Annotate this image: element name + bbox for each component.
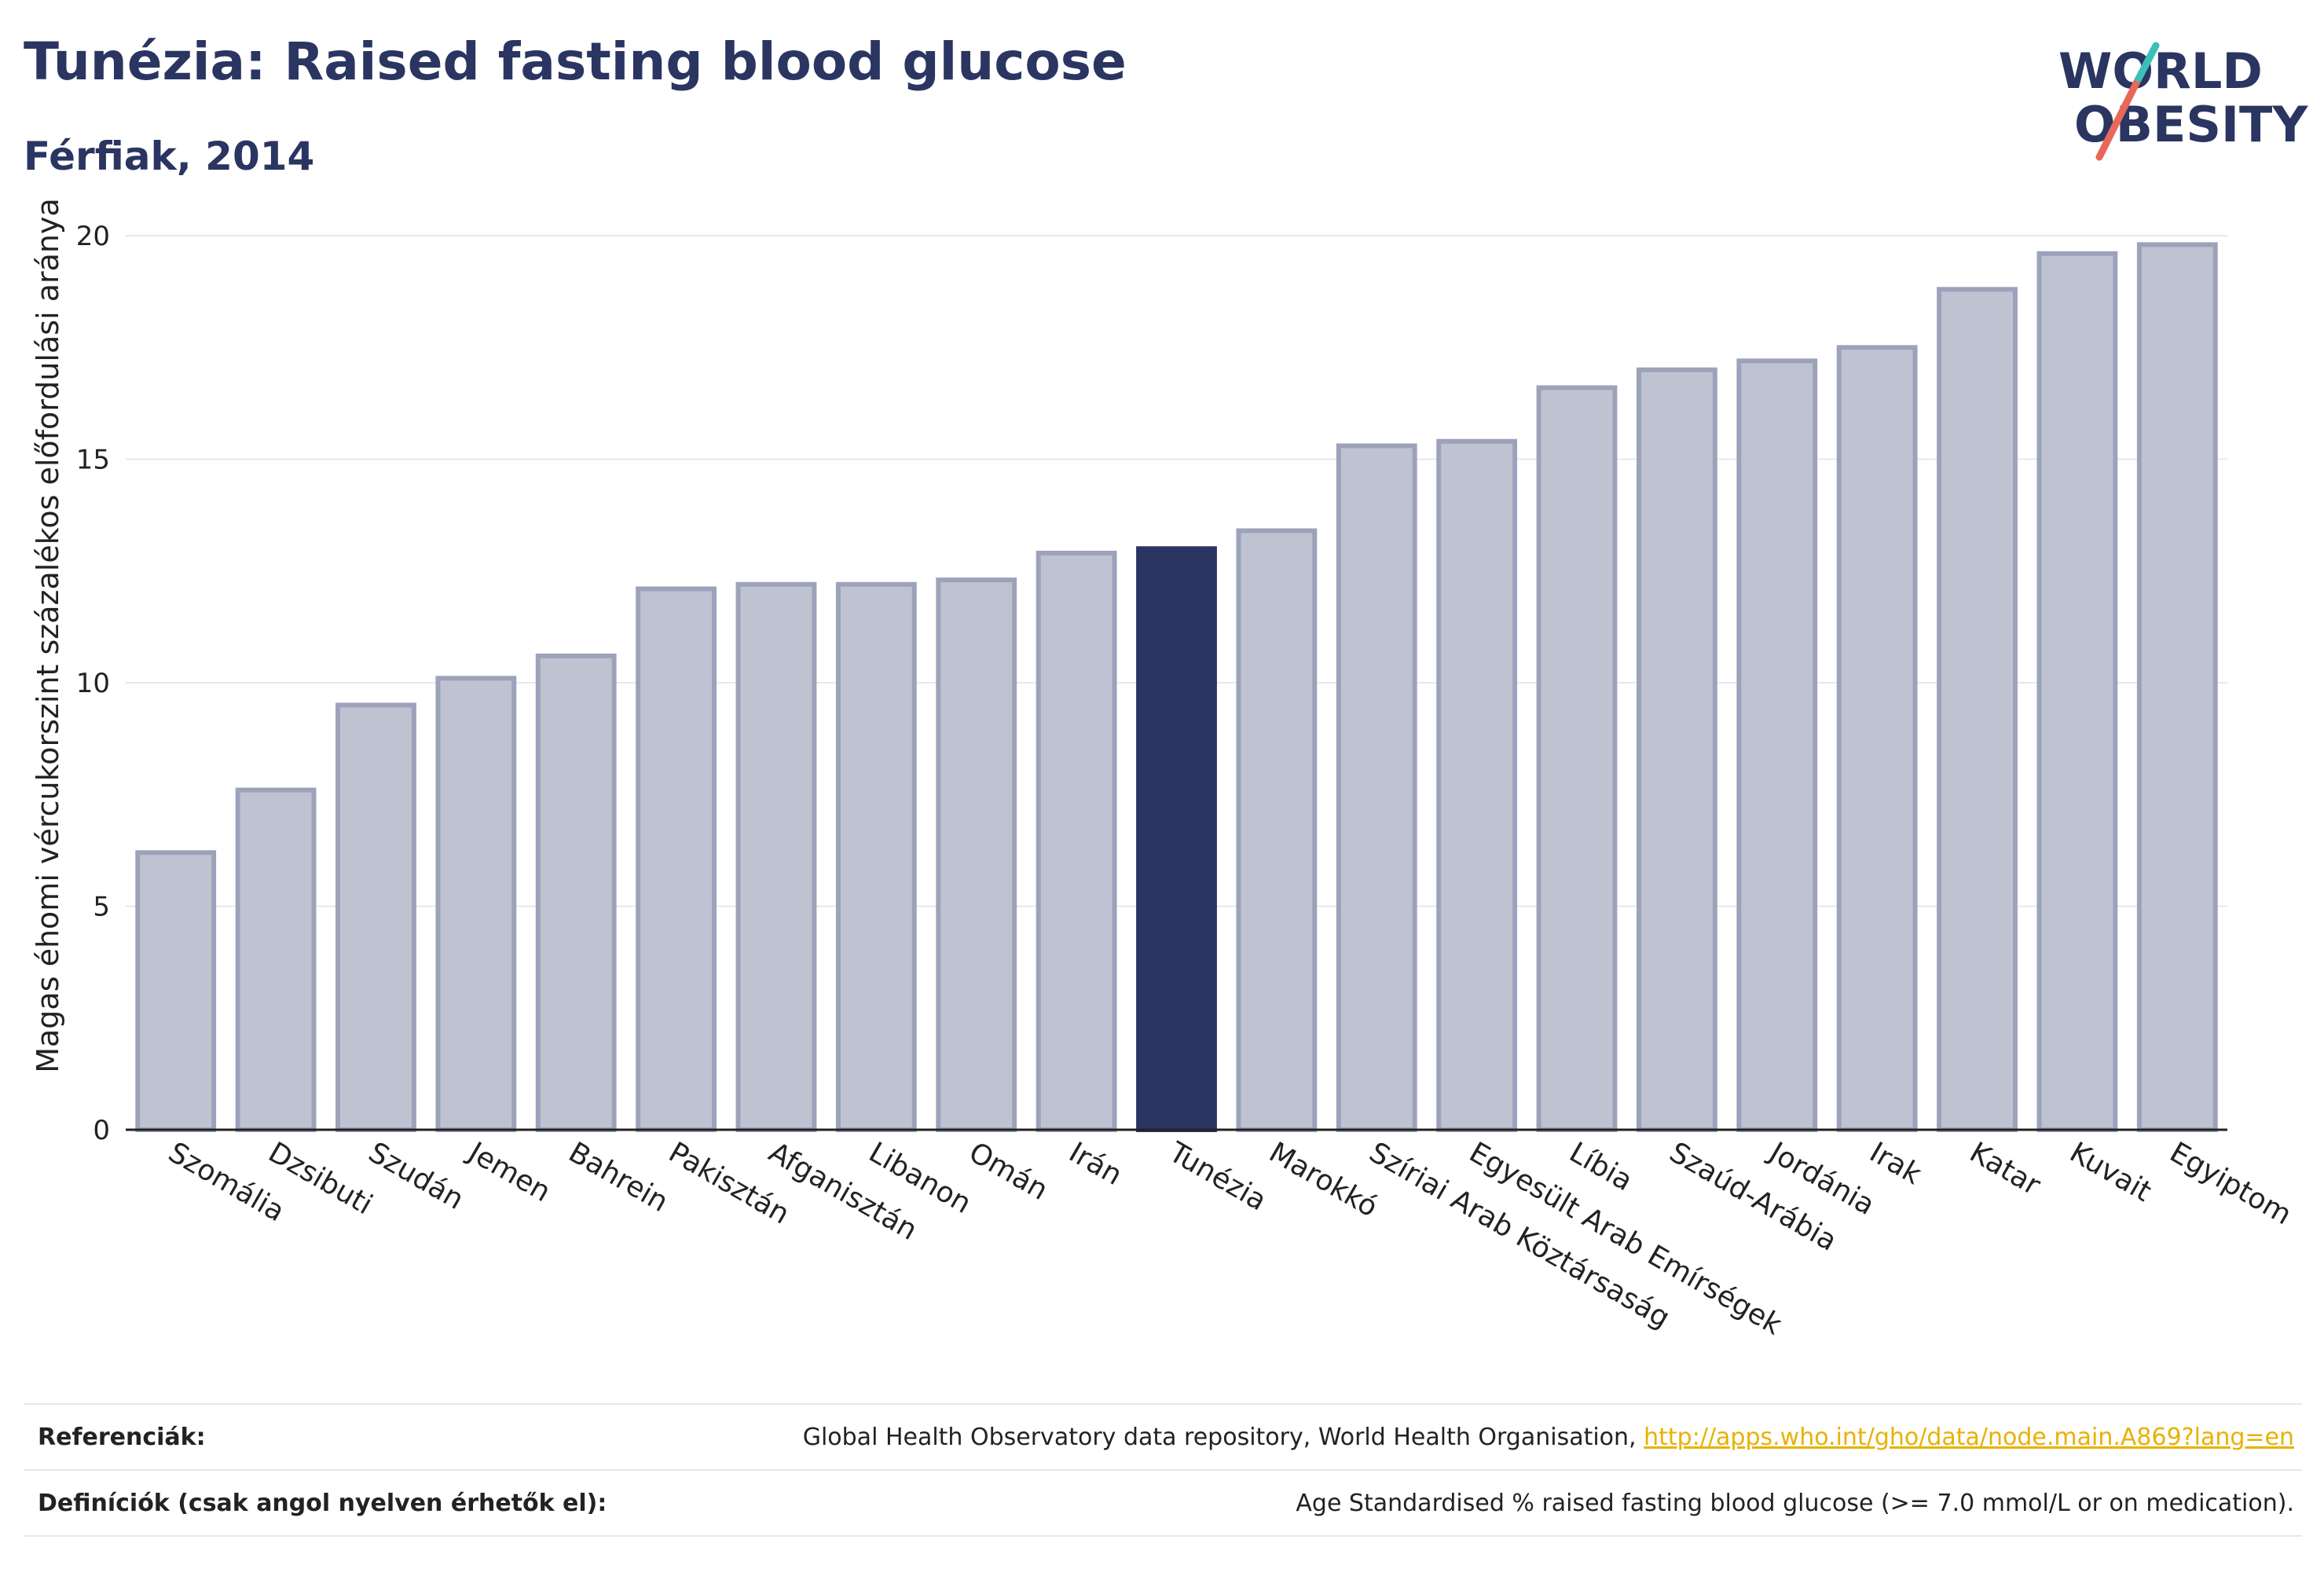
x-tick-label-19: Kuvait [2064,1136,2157,1208]
bar-2[interactable] [335,702,416,1132]
x-tick-label-10: Tunézia [1163,1136,1272,1218]
references-text: Global Health Observatory data repositor… [802,1423,1637,1451]
y-tick-label: 0 [93,1115,110,1146]
y-tick-label: 10 [76,668,110,699]
bar-10[interactable] [1136,546,1217,1132]
y-tick-label: 15 [76,445,110,476]
logo-slash-teal [2135,42,2160,82]
y-tick-label: 20 [76,221,110,252]
bar-18[interactable] [1937,287,2018,1132]
definitions-text: Age Standardised % raised fasting blood … [1296,1489,2294,1517]
bar-17[interactable] [1836,345,1918,1132]
definitions-row: Definíciók (csak angol nyelven érhetők e… [24,1469,2302,1537]
page-title: Tunézia: Raised fasting blood glucose [24,31,1127,92]
footer: Referenciák: Global Health Observatory d… [24,1403,2302,1537]
bar-13[interactable] [1436,438,1518,1132]
bar-3[interactable] [435,676,517,1132]
bars [135,242,2218,1132]
bar-5[interactable] [636,586,717,1132]
bar-0[interactable] [135,850,217,1132]
logo-slash-red [2095,75,2143,161]
x-tick-label-2: Szudán [363,1136,469,1216]
x-tick-label-9: Irán [1064,1136,1127,1192]
bar-4[interactable] [535,653,617,1132]
references-value: Global Health Observatory data repositor… [803,1424,2302,1451]
bar-14[interactable] [1536,385,1618,1132]
x-tick-label-15: Szaúd-Arábia [1664,1136,1842,1258]
x-tick-label-3: Jemen [462,1135,556,1208]
page-subtitle: Férfiak, 2014 [24,134,315,179]
bar-8[interactable] [936,577,1017,1132]
references-label: Referenciák: [38,1423,206,1451]
bar-15[interactable] [1637,367,1717,1132]
y-tick-labels: 0 5 10 15 20 [76,221,110,1146]
bar-11[interactable] [1236,528,1318,1132]
y-tick-label: 5 [93,892,110,923]
y-axis-label: Magas éhomi vércukorszint százalékos elő… [31,198,65,1073]
x-tick-label-4: Bahrein [563,1136,673,1219]
bar-12[interactable] [1336,443,1417,1132]
bar-20[interactable] [2136,242,2218,1132]
logo-line1: WORLD [2058,42,2263,100]
references-link[interactable]: http://apps.who.int/gho/data/node.main.A… [1644,1423,2294,1451]
bar-6[interactable] [735,581,817,1132]
bar-19[interactable] [2036,251,2118,1132]
x-tick-label-20: Egyiptom [2165,1136,2297,1231]
bar-16[interactable] [1736,358,1818,1132]
references-row: Referenciák: Global Health Observatory d… [24,1403,2302,1469]
x-tick-label-17: Irak [1864,1136,1927,1191]
x-tick-label-11: Marokkó [1263,1136,1383,1223]
x-tick-label-14: Líbia [1564,1136,1638,1197]
x-tick-label-8: Omán [963,1136,1053,1207]
bar-7[interactable] [835,581,917,1132]
bar-1[interactable] [235,787,317,1132]
definitions-label: Definíciók (csak angol nyelven érhetők e… [38,1489,607,1517]
bar-9[interactable] [1036,550,1117,1132]
x-tick-label-18: Katar [1964,1136,2046,1202]
world-obesity-logo: WORLD OBESITY [2058,42,2308,161]
